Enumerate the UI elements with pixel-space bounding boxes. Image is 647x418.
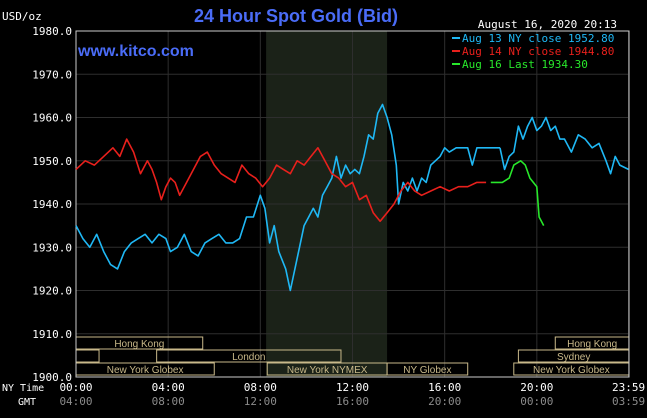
session-label: New York Globex: [533, 365, 610, 376]
y-tick-label: 1980.0: [32, 25, 72, 38]
session-label: Sydney: [557, 352, 590, 363]
x-tick-label-gmt: 08:00: [152, 395, 185, 408]
series-line: [490, 160, 545, 226]
y-tick-label: 1930.0: [32, 241, 72, 254]
y-tick-label: 1910.0: [32, 328, 72, 341]
x-tick-label-gmt: 20:00: [428, 395, 461, 408]
x-tick-label-ny: 04:00: [152, 381, 185, 394]
y-axis-label: USD/oz: [2, 10, 42, 23]
x-tick-label-gmt: 00:00: [520, 395, 553, 408]
session-box: [386, 362, 469, 376]
x-tick-label-gmt: 03:59: [612, 395, 645, 408]
series-lines: [75, 103, 629, 292]
legend-entry: Aug 16 Last 1934.30: [462, 58, 588, 71]
session-label: London: [232, 352, 265, 363]
series-line: [75, 103, 500, 292]
source-url: www.kitco.com: [77, 43, 194, 60]
x-tick-label-ny: 23:59: [612, 381, 645, 394]
y-tick-labels: 1980.0 1970.0 1960.0 1950.0 1940.0 1930.0 1920…: [32, 25, 72, 384]
y-tick-label: 1920.0: [32, 285, 72, 298]
session-bars: Hong Kong Hong Kong London Sydney New York G…: [75, 336, 630, 376]
session-label: New York Globex: [107, 365, 184, 376]
legend-entry: Aug 13 NY close 1952.80: [462, 32, 614, 45]
x-tick-label-ny: 00:00: [59, 381, 92, 394]
x-tick-label-gmt: 12:00: [244, 395, 277, 408]
legend-entry: Aug 14 NY close 1944.80: [462, 45, 614, 58]
gmt-label: GMT: [18, 397, 36, 408]
y-tick-label: 1940.0: [32, 198, 72, 211]
x-tick-label-gmt: 04:00: [59, 395, 92, 408]
x-tick-label-ny: 20:00: [520, 381, 553, 394]
session-label: NY Globex: [403, 365, 451, 376]
x-tick-label-ny: 12:00: [336, 381, 369, 394]
y-tick-label: 1900.0: [32, 371, 72, 384]
y-tick-label: 1950.0: [32, 155, 72, 168]
y-tick-label: 1960.0: [32, 112, 72, 125]
y-tick-label: 1970.0: [32, 68, 72, 81]
ny-time-label: NY Time: [2, 383, 44, 394]
x-tick-label-ny: 08:00: [244, 381, 277, 394]
session-box: [156, 349, 342, 363]
series-line: [75, 138, 487, 223]
x-tick-label-gmt: 16:00: [336, 395, 369, 408]
session-label: Hong Kong: [567, 339, 617, 350]
date-label: August 16, 2020 20:13: [478, 18, 617, 31]
session-label: New York NYMEX: [287, 365, 368, 376]
plot-border: [75, 30, 630, 378]
session-label: Hong Kong: [114, 339, 164, 350]
chart-title: 24 Hour Spot Gold (Bid): [194, 6, 398, 26]
x-tick-label-ny: 16:00: [428, 381, 461, 394]
x-tick-labels: 00:0004:0004:0008:0008:0012:0012:0016:00…: [59, 381, 645, 408]
series-line: [499, 116, 629, 175]
